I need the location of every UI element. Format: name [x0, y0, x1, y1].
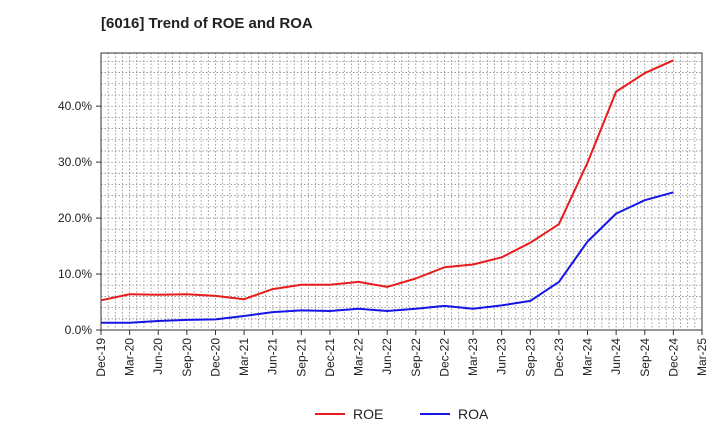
x-tick-label: Mar-23 [466, 338, 480, 376]
chart-title: [6016] Trend of ROE and ROA [101, 15, 313, 32]
plot-frame [100, 52, 703, 331]
x-tick-label: Dec-20 [208, 338, 222, 377]
legend-label-roe: ROE [353, 406, 383, 422]
x-tick-label: Jun-21 [266, 338, 280, 375]
x-tick-label: Sep-22 [409, 338, 423, 377]
y-tick-label: 30.0% [58, 155, 92, 169]
y-tick-label: 40.0% [58, 99, 92, 113]
y-tick-label: 0.0% [65, 323, 93, 337]
x-tick-label: Dec-21 [323, 338, 337, 377]
x-tick-label: Dec-22 [437, 338, 451, 377]
x-tick-label: Mar-24 [581, 338, 595, 376]
x-tick-label: Jun-23 [495, 338, 509, 375]
x-tick-label: Sep-24 [638, 338, 652, 377]
x-tick-label: Sep-21 [294, 338, 308, 377]
x-tick-label: Mar-21 [237, 338, 251, 376]
x-tick-label: Dec-19 [94, 338, 108, 377]
x-tick-label: Sep-20 [180, 338, 194, 377]
x-tick-label: Mar-20 [123, 338, 137, 376]
x-tick-label: Sep-23 [523, 338, 537, 377]
x-tick-label: Jun-22 [380, 338, 394, 375]
series-line-roe [100, 59, 674, 302]
x-tick-label: Jun-20 [151, 338, 165, 375]
y-tick-label: 20.0% [58, 211, 92, 225]
legend-label-roa: ROA [458, 406, 489, 422]
series-line-roa [101, 191, 674, 324]
x-tick-label: Mar-25 [695, 338, 709, 376]
x-tick-label: Jun-24 [609, 338, 623, 375]
x-tick-label: Dec-23 [552, 338, 566, 377]
x-tick-label: Mar-22 [352, 338, 366, 376]
y-tick-label: 10.0% [58, 267, 92, 281]
x-tick-label: Dec-24 [666, 338, 680, 377]
